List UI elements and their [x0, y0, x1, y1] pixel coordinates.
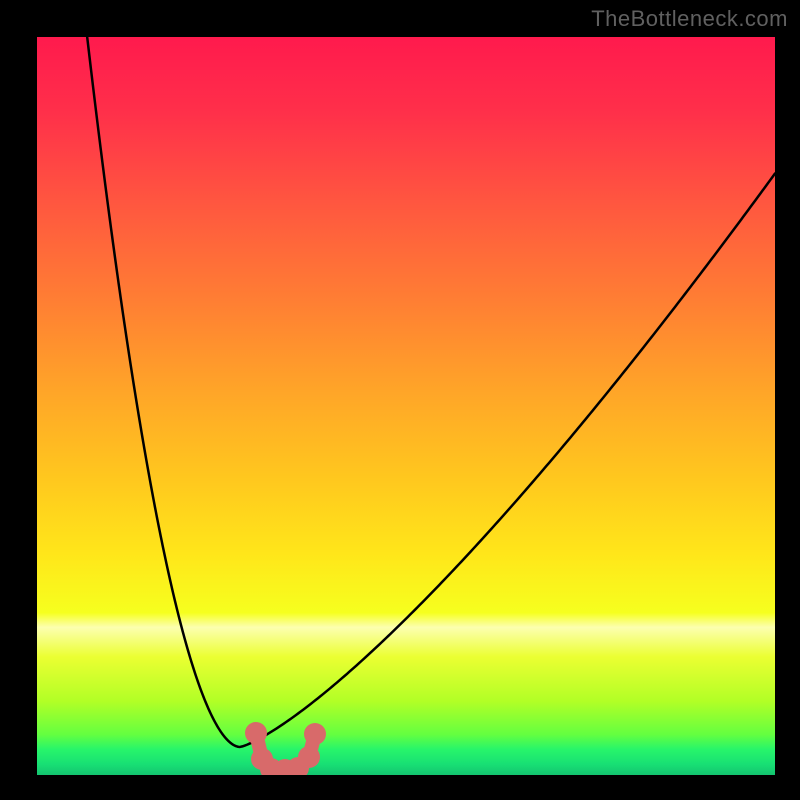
plot-background: [37, 37, 775, 775]
watermark-text: TheBottleneck.com: [591, 6, 788, 32]
marker-point: [245, 722, 267, 744]
marker-point: [298, 746, 320, 768]
marker-point: [304, 723, 326, 745]
bottleneck-chart: [0, 0, 800, 800]
